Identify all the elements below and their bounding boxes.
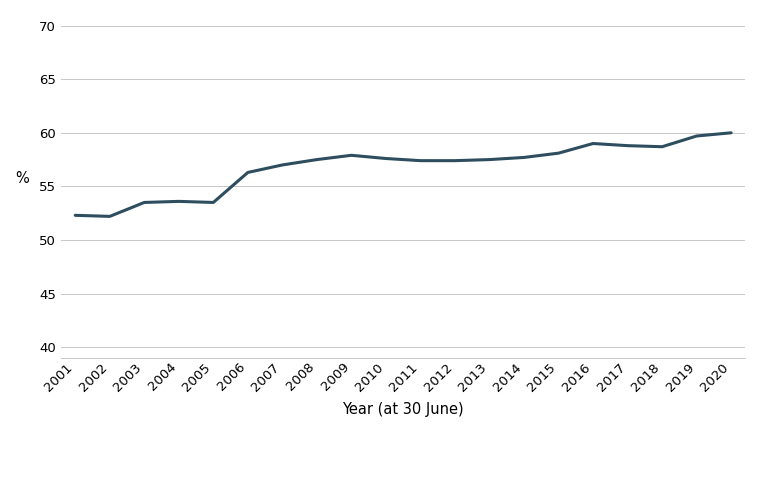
Women bbox=[450, 158, 459, 164]
Women bbox=[209, 199, 218, 205]
Y-axis label: %: % bbox=[15, 171, 29, 186]
Women bbox=[554, 150, 563, 156]
Women bbox=[71, 212, 80, 218]
Women bbox=[623, 143, 632, 149]
Women bbox=[382, 156, 391, 162]
Women bbox=[140, 199, 149, 205]
X-axis label: Year (at 30 June): Year (at 30 June) bbox=[343, 402, 464, 417]
Women bbox=[657, 144, 667, 150]
Women bbox=[243, 169, 253, 175]
Women bbox=[692, 133, 701, 139]
Women bbox=[588, 141, 598, 147]
Women bbox=[278, 162, 287, 168]
Women bbox=[485, 157, 494, 163]
Women bbox=[519, 155, 528, 161]
Women bbox=[105, 213, 114, 219]
Women bbox=[347, 152, 356, 158]
Women bbox=[415, 158, 425, 164]
Line: Women: Women bbox=[75, 133, 731, 216]
Women bbox=[313, 157, 322, 163]
Women bbox=[174, 198, 184, 204]
Women bbox=[727, 130, 736, 136]
